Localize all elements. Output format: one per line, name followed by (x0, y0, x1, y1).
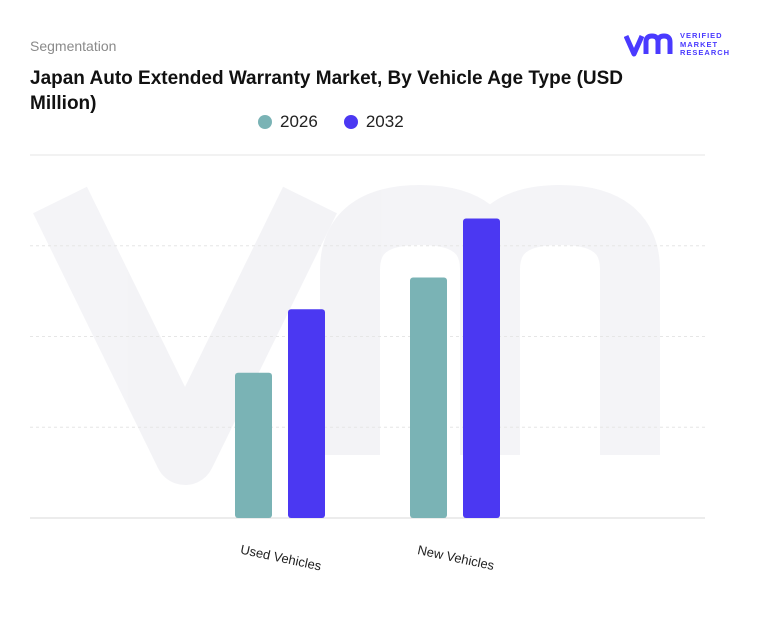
bar-2026-new-vehicles (410, 277, 447, 518)
legend-swatch-2032 (343, 115, 358, 129)
x-tick-labels: Used Vehicles New Vehicles (239, 542, 496, 574)
bars-group (235, 218, 500, 518)
logo-line-2: MARKET (680, 39, 719, 49)
legend-item-2026: 2026 (258, 112, 318, 132)
logo-line-1: VERIFIED (680, 31, 723, 40)
bar-2032-used-vehicles (288, 309, 325, 518)
chart-legend: 2026 2032 (258, 112, 404, 132)
logo-wordmark: VERIFIED MARKET RESEARCH (680, 31, 731, 58)
logo-line-3: RESEARCH (680, 48, 731, 57)
legend-item-2032: 2032 (343, 112, 404, 132)
segmentation-label: Segmentation (30, 38, 117, 54)
legend-label-2032: 2032 (365, 112, 404, 131)
grid-lines (30, 154, 705, 428)
bar-2032-new-vehicles (463, 218, 500, 518)
bar-2026-used-vehicles (235, 372, 272, 518)
x-tick-label: New Vehicles (416, 542, 496, 573)
x-tick-label: Used Vehicles (239, 542, 323, 574)
watermark (33, 184, 660, 485)
legend-swatch-2026 (258, 115, 272, 129)
vmr-logo: VERIFIED MARKET RESEARCH (623, 30, 734, 60)
legend-label-2026: 2026 (280, 112, 318, 131)
vmr-logo-mark-icon (623, 33, 673, 57)
chart-title: Japan Auto Extended Warranty Market, By … (30, 68, 624, 114)
